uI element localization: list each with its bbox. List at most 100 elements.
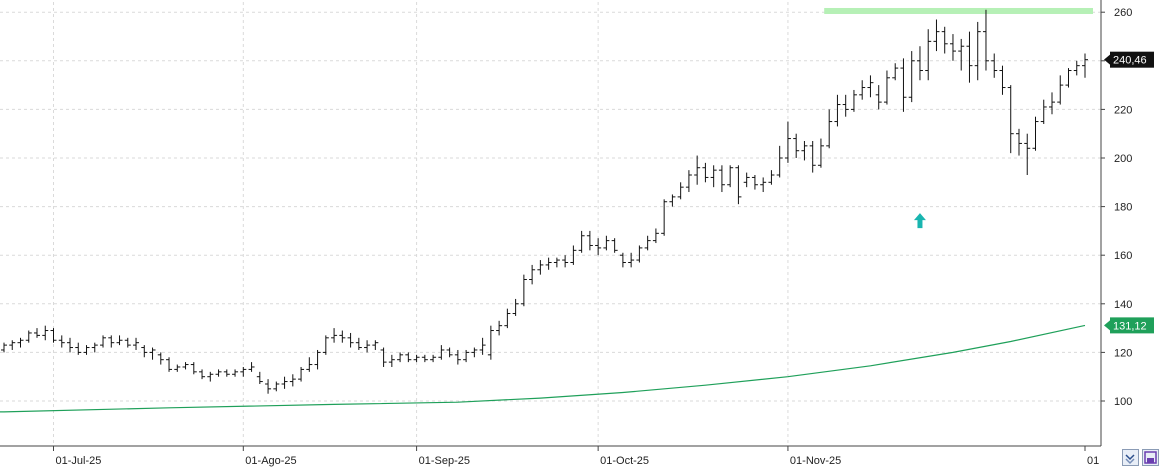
ohlc-bar bbox=[966, 31, 973, 83]
ohlc-bar bbox=[603, 235, 610, 251]
ohlc-bar bbox=[199, 369, 206, 380]
ohlc-bar bbox=[735, 165, 742, 205]
ohlc-bar bbox=[281, 376, 288, 389]
ohlc-bar bbox=[900, 58, 907, 112]
x-axis-area bbox=[0, 447, 1164, 472]
ohlc-bar bbox=[116, 335, 123, 346]
x-tick-label: 01-Jul-25 bbox=[56, 455, 102, 467]
ohlc-bar bbox=[537, 260, 544, 275]
save-icon[interactable] bbox=[1142, 449, 1159, 466]
ohlc-bar bbox=[215, 369, 222, 377]
ohlc-bar bbox=[355, 337, 362, 350]
ohlc-bar bbox=[182, 362, 189, 370]
ohlc-bar bbox=[529, 264, 536, 285]
ohlc-bar bbox=[1057, 75, 1064, 105]
ohlc-bar bbox=[652, 228, 659, 244]
ohlc-bar bbox=[17, 337, 24, 348]
y-tick-label: 260 bbox=[1114, 7, 1132, 19]
ohlc-bar bbox=[694, 155, 701, 185]
ohlc-bar bbox=[1007, 85, 1014, 154]
ohlc-bar bbox=[58, 335, 65, 348]
ohlc-bar bbox=[570, 245, 577, 265]
ohlc-bar bbox=[883, 70, 890, 105]
ohlc-bar bbox=[958, 38, 965, 71]
ohlc-bar bbox=[586, 230, 593, 251]
ohlc-bar bbox=[339, 330, 346, 343]
ohlc-bar bbox=[768, 170, 775, 185]
ohlc-bar bbox=[545, 257, 552, 270]
y-tick-label: 100 bbox=[1114, 396, 1132, 408]
ohlc-bar bbox=[322, 335, 329, 355]
ohlc-bar bbox=[306, 357, 313, 372]
ohlc-bar bbox=[842, 94, 849, 117]
ohlc-bar bbox=[397, 352, 404, 363]
zoom-icon[interactable] bbox=[1122, 449, 1139, 466]
ohlc-bar bbox=[413, 354, 420, 363]
resistance-line bbox=[824, 7, 1093, 14]
ohlc-bar bbox=[9, 340, 16, 350]
ohlc-bar bbox=[75, 342, 82, 355]
ohlc-bar bbox=[562, 255, 569, 268]
ohlc-bar bbox=[710, 165, 717, 188]
ohlc-bar bbox=[685, 170, 692, 193]
moving-average-series bbox=[0, 324, 1086, 413]
ohlc-bar bbox=[702, 162, 709, 183]
ohlc-bar bbox=[1032, 116, 1039, 151]
moving-average-badge-pointer bbox=[1104, 320, 1110, 331]
y-tick-label: 140 bbox=[1114, 299, 1132, 311]
ohlc-bar bbox=[289, 374, 296, 387]
ohlc-bar bbox=[298, 366, 305, 382]
last-price-badge: 240,46 bbox=[1104, 51, 1154, 68]
ohlc-bar bbox=[949, 34, 956, 61]
resistance-band bbox=[824, 7, 1093, 14]
ohlc-bar bbox=[240, 366, 247, 377]
signal-arrow bbox=[913, 213, 926, 229]
ohlc-bar bbox=[751, 175, 758, 190]
ohlc-bar bbox=[421, 354, 428, 363]
ohlc-bar bbox=[727, 165, 734, 188]
y-tick-label: 160 bbox=[1114, 250, 1132, 262]
ohlc-bar bbox=[553, 257, 560, 268]
ohlc-bar bbox=[108, 335, 115, 348]
ohlc-bar bbox=[405, 352, 412, 363]
ohlc-bar bbox=[974, 21, 981, 81]
up-arrow-icon bbox=[913, 213, 926, 229]
ohlc-bar bbox=[438, 345, 445, 360]
ohlc-bar bbox=[190, 362, 197, 375]
ohlc-bar bbox=[42, 325, 49, 341]
ohlc-bar bbox=[430, 354, 437, 363]
ohlc-bar bbox=[454, 349, 461, 365]
ohlc-bar bbox=[149, 347, 156, 360]
ohlc-bar bbox=[487, 325, 494, 360]
ohlc-bar bbox=[479, 337, 486, 355]
ohlc-bar bbox=[207, 371, 214, 382]
ohlc-bar bbox=[91, 342, 98, 353]
ohlc-bar bbox=[512, 298, 519, 316]
ohlc-bar bbox=[265, 379, 272, 394]
ohlc-bar bbox=[34, 328, 41, 338]
x-tick-label: 01-Oct-25 bbox=[600, 455, 649, 467]
last-price-badge-bg bbox=[1110, 51, 1154, 68]
ohlc-bar bbox=[1015, 128, 1022, 156]
moving-average-badge-label: 131,12 bbox=[1113, 320, 1147, 332]
ohlc-bar bbox=[314, 349, 321, 370]
ohlc-bar bbox=[223, 369, 230, 377]
ohlc-bar bbox=[850, 89, 857, 112]
ohlc-bar bbox=[1073, 60, 1080, 76]
y-tick-label: 220 bbox=[1114, 104, 1132, 116]
ohlc-bar bbox=[941, 26, 948, 54]
ohlc-bar bbox=[801, 140, 808, 161]
ohlc-bar bbox=[273, 381, 280, 392]
ohlc-bar bbox=[100, 335, 107, 348]
ohlc-bar bbox=[611, 238, 618, 253]
ohlc-bar bbox=[661, 199, 668, 236]
x-tick-label: 01-Ago-25 bbox=[245, 455, 296, 467]
ohlc-bar bbox=[743, 172, 750, 188]
ohlc-bar bbox=[50, 328, 57, 343]
moving-average-line bbox=[0, 324, 1086, 413]
ohlc-bar bbox=[446, 347, 453, 358]
ohlc-bar bbox=[380, 347, 387, 367]
ohlc-bar bbox=[174, 364, 181, 372]
ohlc-bar bbox=[1024, 133, 1031, 176]
